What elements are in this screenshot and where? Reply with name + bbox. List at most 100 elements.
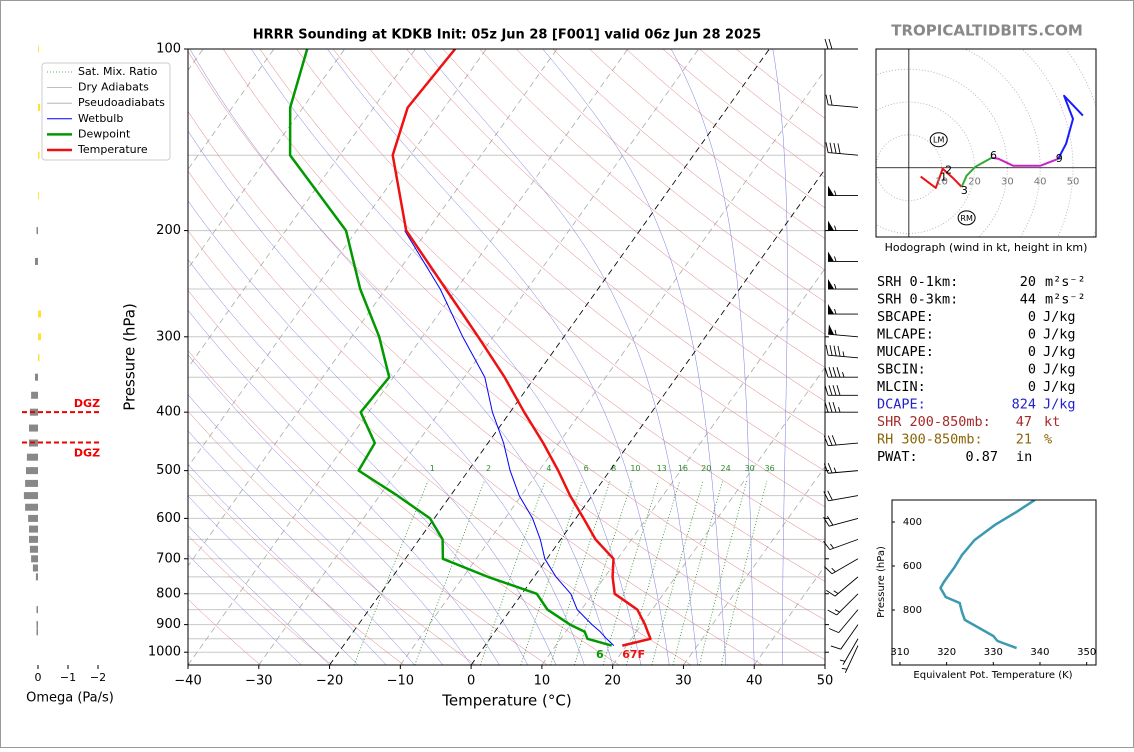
hodo-caption: Hodograph (wind in kt, height in km) [885, 241, 1088, 254]
hodo-height-label: 6 [990, 149, 997, 162]
mixing-ratio-label: 1 [430, 464, 435, 473]
stat-label: MLCAPE: [877, 327, 934, 343]
omega-bar [38, 311, 41, 318]
legend-label: Sat. Mix. Ratio [78, 65, 158, 78]
x-tick-label: 0 [467, 674, 475, 689]
omega-bar [33, 564, 38, 571]
stat-value: 0 [1028, 344, 1036, 360]
omega-bar [25, 480, 38, 487]
omega-bar [37, 628, 39, 635]
hodo-ring-label: 50 [1067, 177, 1080, 188]
mixing-ratio-label: 16 [678, 464, 688, 473]
thetae-y-title: Pressure (hPa) [876, 546, 887, 618]
chart-title: HRRR Sounding at KDKB Init: 05z Jun 28 [… [253, 28, 761, 43]
stat-label: SRH 0-1km: [877, 274, 958, 290]
omega-bar [24, 492, 38, 499]
legend-label: Dewpoint [78, 127, 131, 140]
stat-unit: J/kg [1043, 397, 1076, 413]
stat-value: 824 [1012, 397, 1036, 413]
omega-bar [29, 425, 38, 432]
hodo-ring-label: 30 [1001, 177, 1014, 188]
omega-bar [37, 227, 39, 234]
stat-value: 0 [1028, 327, 1036, 343]
omega-bar [30, 546, 38, 553]
legend-label: Pseudoadiabats [78, 96, 165, 109]
omega-bar [37, 621, 39, 628]
stat-value: 0 [1028, 362, 1036, 378]
mixing-ratio-label: 36 [765, 464, 775, 473]
stat-value: 0 [1028, 379, 1036, 395]
x-tick-label: 40 [746, 674, 763, 689]
stat-value: 44 [1020, 292, 1036, 308]
y-tick-label: 100 [156, 42, 181, 57]
thetae-x-title: Equivalent Pot. Temperature (K) [913, 670, 1072, 681]
thetae-x-tick-label: 330 [984, 647, 1003, 658]
stat-label: DCAPE: [877, 397, 926, 413]
stat-unit: J/kg [1043, 362, 1076, 378]
storm-motion-label: RM [960, 214, 973, 223]
legend-label: Temperature [77, 143, 148, 156]
stat-label: MUCAPE: [877, 344, 934, 360]
omega-tick-label: 0 [35, 671, 42, 684]
omega-bar [35, 258, 38, 265]
storm-motion-label: LM [933, 136, 944, 145]
omega-bar [28, 515, 38, 522]
mixing-ratio-label: 6 [584, 464, 589, 473]
thetae-x-tick-label: 310 [890, 647, 909, 658]
y-tick-label: 700 [156, 551, 181, 566]
hodo-height-label: 9 [1056, 152, 1063, 165]
omega-bar [25, 504, 38, 511]
omega-tick-label: −2 [90, 671, 106, 684]
omega-bar [38, 104, 40, 111]
stat-unit: % [1044, 432, 1052, 448]
stat-unit: J/kg [1043, 309, 1076, 325]
stat-label: SHR 200-850mb: [877, 414, 991, 430]
omega-bar [31, 392, 38, 399]
mixing-ratio-label: 2 [486, 464, 491, 473]
mixing-ratio-label: 13 [657, 464, 667, 473]
x-axis-title: Temperature (°C) [441, 692, 571, 710]
dgz-label: DGZ [74, 397, 100, 410]
y-tick-label: 200 [156, 223, 181, 238]
hodo-height-label: 3 [961, 184, 968, 197]
mixing-ratio-label: 20 [701, 464, 711, 473]
surface-label: 67F [622, 648, 645, 661]
y-tick-label: 400 [156, 405, 181, 420]
omega-bar [29, 526, 38, 533]
omega-bar [38, 354, 40, 361]
x-tick-label: 30 [675, 674, 692, 689]
x-tick-label: 50 [817, 674, 834, 689]
x-tick-label: 10 [534, 674, 551, 689]
stat-label: SBCIN: [877, 362, 926, 378]
stat-label: PWAT: [877, 449, 918, 465]
stat-value: 20 [1020, 274, 1036, 290]
hodo-height-label: 2 [945, 164, 952, 177]
y-axis-title: Pressure (hPa) [121, 303, 139, 411]
stat-unit: J/kg [1043, 344, 1076, 360]
stat-value: 21 [1016, 432, 1032, 448]
x-tick-label: −20 [316, 674, 343, 689]
thetae-x-tick-label: 320 [937, 647, 956, 658]
y-tick-label: 500 [156, 463, 181, 478]
legend-label: Dry Adiabats [78, 81, 149, 94]
omega-bar [29, 536, 38, 543]
omega-bar [36, 573, 38, 580]
x-tick-label: 20 [604, 674, 621, 689]
omega-bar [35, 374, 38, 381]
stat-label: MLCIN: [877, 379, 926, 395]
stat-label: SBCAPE: [877, 309, 934, 325]
x-tick-label: −30 [245, 674, 272, 689]
mixing-ratio-label: 30 [745, 464, 755, 473]
omega-bar [31, 555, 38, 562]
thetae-x-tick-label: 340 [1030, 647, 1049, 658]
omega-bar [38, 192, 39, 199]
mixing-ratio-label: 10 [630, 464, 640, 473]
y-tick-label: 900 [156, 617, 181, 632]
stat-unit: kt [1044, 414, 1060, 430]
x-tick-label: −40 [174, 674, 201, 689]
legend-label: Wetbulb [78, 112, 123, 125]
omega-bar [38, 46, 39, 53]
thetae-y-tick-label: 400 [903, 517, 922, 528]
